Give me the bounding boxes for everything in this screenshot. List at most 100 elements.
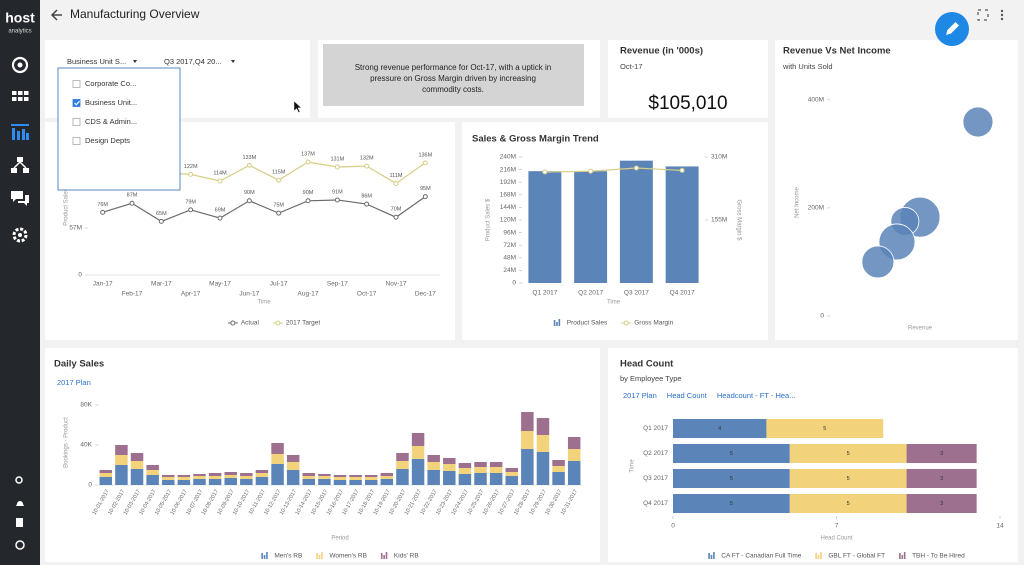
bar-segment [240,479,253,485]
bar-segment [271,443,284,454]
bar-segment [567,449,581,461]
point [422,194,428,200]
value-label: 5 [730,451,733,457]
bar-segment [146,465,159,470]
checkbox[interactable] [72,137,81,145]
value-label: 65M [156,211,167,217]
y2-axis-label: Gross Margin $ [735,199,741,241]
y-tick-label: 0 [88,482,92,489]
y-tick-label: 192M [500,179,516,186]
plan-link[interactable]: Headcount - FT - Hea... [717,391,796,400]
more-icon[interactable] [1000,9,1004,21]
nav-icon[interactable] [11,56,29,74]
bar-segment [99,473,113,477]
point [679,167,685,173]
bar [574,171,608,283]
legend-swatch [263,555,266,559]
nav-settings[interactable] [12,227,28,243]
bar-segment [364,477,378,480]
y-tick-label: 40K [80,442,92,449]
filter-chip[interactable]: Q3 2017,Q4 20... [164,57,222,66]
bar-segment [255,470,269,473]
nav-help[interactable] [15,540,25,550]
point [364,163,370,169]
page-title: Manufacturing Overview [70,7,200,21]
legend-swatch [261,553,263,559]
point [188,171,194,177]
checkmark [74,100,80,106]
point [334,164,340,170]
value-label: 137M [301,151,315,157]
legend-label: Gross Margin [634,320,673,327]
plan-link[interactable]: 2017 Plan [57,378,91,387]
commentary-line: Strong revenue performance for Oct-17, w… [355,63,552,72]
bar-segment [789,494,907,513]
legend-swatch [321,552,323,559]
nav-grid[interactable] [12,91,29,101]
bar-segment [318,479,331,485]
y-tick-label: 240M [500,154,516,161]
legend-swatch [318,555,321,559]
value-label: 95M [420,186,431,192]
y-tick-label: Q3 2017 [643,475,668,482]
bar-segment [318,476,331,479]
series-line [102,196,426,223]
legend-label: Men's RB [274,553,302,560]
dropdown-option[interactable]: Corporate Co... [85,79,136,88]
bar-segment [443,458,456,464]
bar-segment [349,480,362,485]
legend-swatch [903,552,906,559]
y-axis-label: Net Income [795,187,801,218]
bar-segment [474,473,487,485]
edit-icon [946,22,959,35]
nav-chat[interactable] [11,191,29,206]
y-tick-label: 216M [500,166,516,173]
point [246,162,252,168]
fullscreen-icon[interactable] [977,9,989,21]
bar-segment [906,444,977,463]
nav-hierarchy[interactable] [11,157,29,173]
x-tick-label: Aug-17 [298,291,319,298]
checkbox[interactable] [72,99,81,107]
filter-chip[interactable]: Business Unit S... [67,57,126,66]
bar-segment [474,462,487,467]
plan-link[interactable]: Head Count [667,391,708,400]
bar-segment [146,475,159,485]
value-label: 3 [940,501,943,507]
bar-segment [318,474,331,476]
nav-doc[interactable] [16,518,23,527]
legend-swatch [710,555,713,559]
x-axis-label: Revenue [908,326,933,332]
value-label: 5 [847,501,850,507]
nav-bell[interactable] [16,501,24,506]
kpi-title: Revenue (in '000s) [620,46,703,57]
checkbox[interactable] [72,118,81,126]
x-tick-label: Mar-17 [151,281,172,288]
x-tick-label: May-17 [209,281,231,288]
legend: Actual 2017 Target [227,320,320,327]
value-label: 111M [390,173,403,179]
point [633,165,639,171]
kpi-value: $105,010 [648,93,727,114]
kpi-period: Oct-17 [620,62,643,71]
dropdown-option[interactable]: CDS & Admin... [85,117,137,126]
dropdown-panel [57,67,181,191]
bar-segment [162,480,175,485]
bar-segment [396,453,409,461]
sidebar [0,0,40,565]
x-tick-label: Jul-17 [270,281,288,288]
back-arrow[interactable] [50,9,62,21]
dropdown-option[interactable]: Design Depts [85,136,130,145]
nav-reports[interactable] [11,124,29,140]
plan-link[interactable]: 2017 Plan [623,391,657,400]
legend-swatch [713,552,715,559]
dropdown-option[interactable]: Business Unit... [85,98,137,107]
value-label: 5 [730,476,733,482]
bar-segment [224,478,237,485]
bar-segment [411,446,425,459]
point [158,218,164,224]
nav-settings-dot [18,233,22,237]
checkbox[interactable] [72,80,81,88]
nav-search[interactable] [15,476,23,484]
